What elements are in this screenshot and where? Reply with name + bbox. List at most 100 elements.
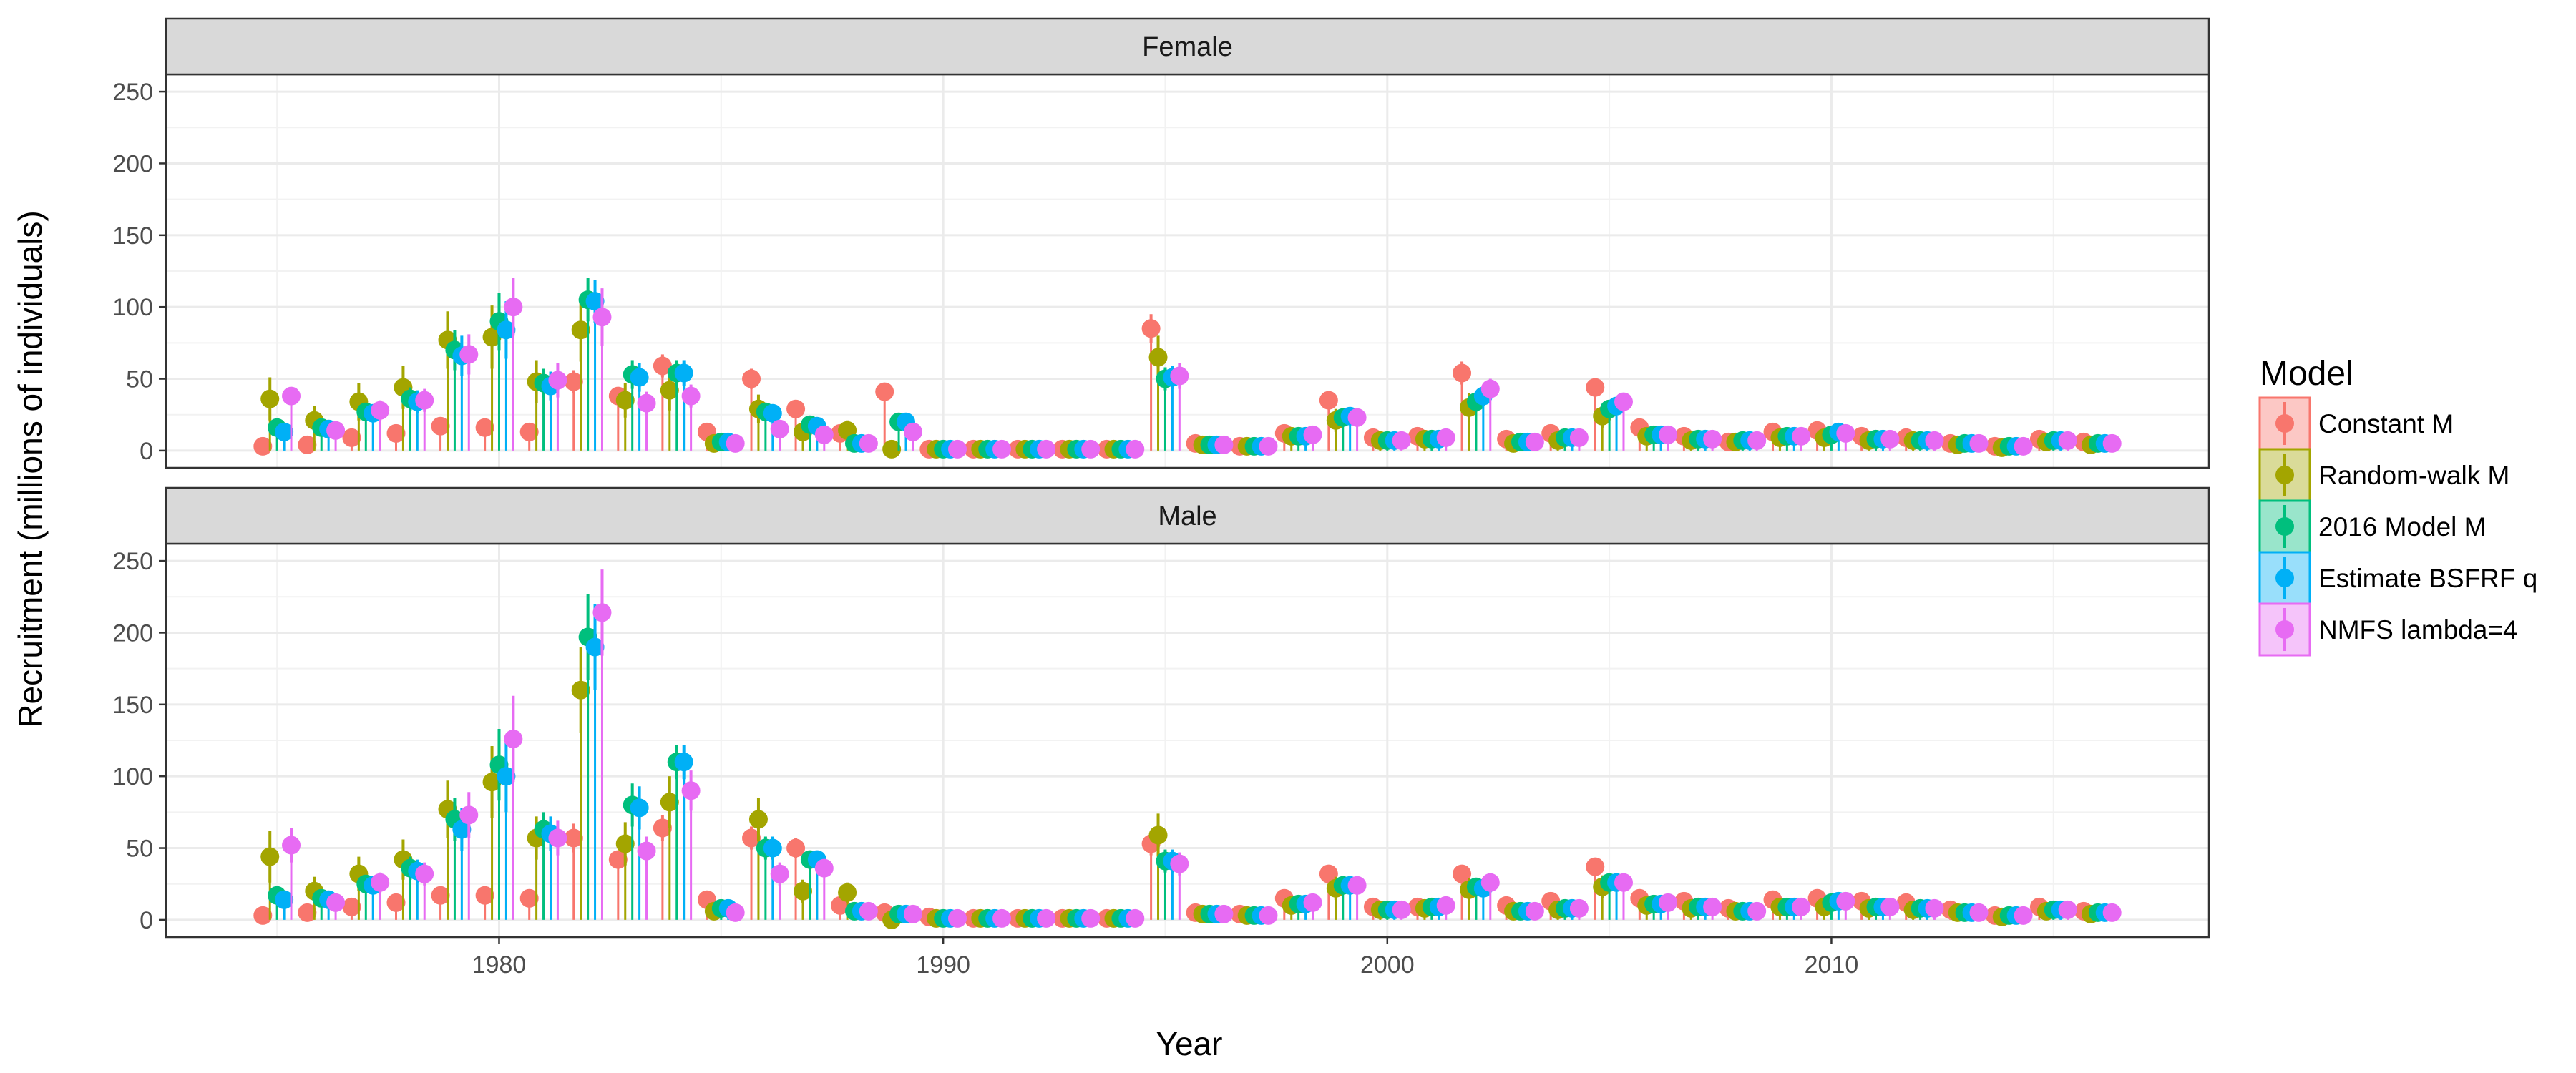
x-tick-label: 1980 [472, 951, 527, 979]
data-point [1703, 897, 1722, 916]
data-point [431, 886, 450, 905]
data-point [1126, 908, 1145, 928]
data-point [548, 371, 567, 390]
data-point [794, 881, 813, 901]
data-point [1081, 908, 1101, 928]
legend-label: Estimate BSFRF q [2318, 564, 2537, 593]
data-point [415, 391, 434, 410]
series-nmfs-lambda-4 [282, 278, 2122, 459]
data-point [1480, 379, 1500, 398]
data-point [282, 836, 301, 855]
data-point [674, 363, 693, 383]
data-point [2058, 900, 2077, 919]
data-point [859, 901, 878, 921]
legend-item: NMFS lambda=4 [2258, 602, 2518, 657]
legend-label: Random-walk M [2318, 461, 2509, 490]
data-point [504, 729, 523, 748]
data-point [1141, 319, 1161, 338]
data-point [653, 356, 672, 376]
data-point [475, 886, 494, 905]
data-point [786, 838, 806, 858]
data-point [637, 841, 656, 861]
data-point [1614, 392, 1633, 411]
data-point [681, 781, 701, 800]
data-point [992, 908, 1012, 928]
data-point [431, 416, 450, 436]
data-point [1969, 903, 1989, 922]
data-point [371, 873, 390, 892]
x-tick-label: 1990 [916, 951, 970, 979]
data-point [674, 753, 693, 772]
data-point [260, 847, 280, 866]
data-point [475, 418, 494, 437]
data-point [504, 298, 523, 317]
data-point [770, 419, 789, 438]
x-tick-label: 2010 [1805, 951, 1859, 979]
data-point [742, 369, 761, 388]
x-axis-title: Year [1156, 1025, 1223, 1062]
data-point [253, 436, 273, 456]
data-point [482, 328, 502, 347]
data-point [298, 903, 317, 922]
y-tick-label: 200 [112, 150, 153, 177]
data-point [637, 393, 656, 413]
legend: Model Constant M Random-walk M 2016 Model … [2258, 355, 2537, 657]
data-point [1436, 428, 1455, 447]
data-point [1836, 891, 1855, 911]
y-tick-label: 200 [112, 619, 153, 647]
data-point [1569, 428, 1589, 447]
data-point [653, 818, 672, 838]
data-point [1347, 876, 1367, 895]
data-point [903, 904, 922, 923]
data-point [1453, 864, 1472, 883]
data-point [630, 798, 649, 818]
data-point [726, 433, 745, 453]
data-point [298, 435, 317, 454]
data-point [452, 820, 472, 839]
data-point [564, 372, 583, 391]
data-point [838, 883, 857, 902]
data-point [660, 793, 679, 812]
data-point [1392, 431, 1411, 450]
y-tick-label: 50 [126, 836, 153, 863]
data-point [415, 864, 434, 883]
data-point [1037, 439, 1056, 459]
data-point [742, 828, 761, 848]
data-point [1037, 908, 1056, 928]
data-point [814, 425, 834, 444]
data-point [1569, 898, 1589, 918]
data-point [1880, 429, 1900, 449]
data-point [519, 888, 539, 908]
data-point [814, 858, 834, 878]
data-point [253, 906, 273, 925]
data-point [1525, 901, 1544, 921]
data-point [2014, 436, 2033, 456]
data-point [326, 893, 346, 912]
data-point [1303, 893, 1322, 912]
data-point [630, 368, 649, 387]
data-point [275, 422, 294, 441]
data-point [275, 890, 294, 909]
data-point [1259, 436, 1278, 456]
data-point [660, 381, 679, 400]
data-point [1319, 391, 1338, 410]
data-point [482, 773, 502, 792]
data-point [1614, 873, 1633, 892]
legend-item: Random-walk M [2258, 448, 2509, 502]
x-tick-label: 2000 [1360, 951, 1415, 979]
data-point [342, 428, 361, 447]
data-point [459, 805, 479, 825]
y-tick-label: 100 [112, 294, 153, 321]
data-point [260, 389, 280, 408]
data-point [571, 320, 590, 340]
data-point [1586, 857, 1605, 876]
data-point [592, 603, 612, 622]
data-point [763, 403, 782, 423]
legend-label: 2016 Model M [2318, 512, 2486, 542]
data-point [608, 850, 628, 869]
x-axis: 1980 1990 2000 2010 [472, 937, 1859, 979]
y-tick-label: 150 [112, 692, 153, 719]
data-point [564, 828, 583, 848]
data-point [903, 422, 922, 441]
